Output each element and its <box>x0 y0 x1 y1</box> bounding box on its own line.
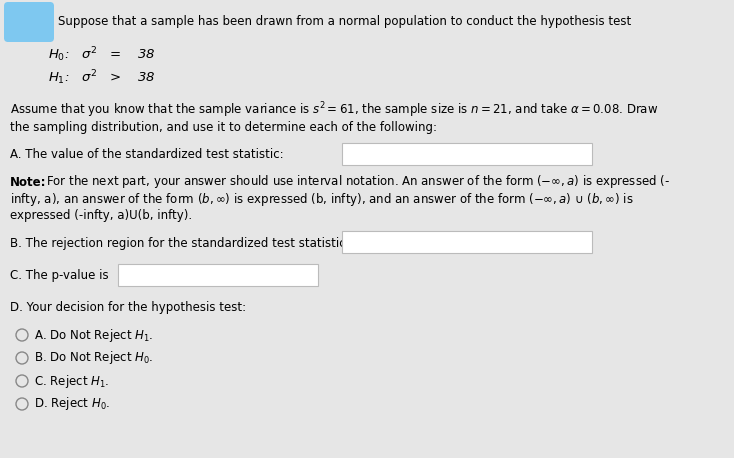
Text: Note:: Note: <box>10 175 46 189</box>
Text: B. Do Not Reject $H_0$.: B. Do Not Reject $H_0$. <box>34 349 153 366</box>
Text: Assume that you know that the sample variance is $s^2 = 61$, the sample size is : Assume that you know that the sample var… <box>10 100 658 120</box>
Text: A. Do Not Reject $H_1$.: A. Do Not Reject $H_1$. <box>34 327 153 344</box>
FancyBboxPatch shape <box>342 231 592 253</box>
Text: the sampling distribution, and use it to determine each of the following:: the sampling distribution, and use it to… <box>10 121 437 135</box>
Text: infty, a), an answer of the form $(b, \infty)$ is expressed (b, infty), and an a: infty, a), an answer of the form $(b, \i… <box>10 191 633 207</box>
Text: C. The p-value is: C. The p-value is <box>10 269 109 283</box>
FancyBboxPatch shape <box>4 2 54 42</box>
Text: Suppose that a sample has been drawn from a normal population to conduct the hyp: Suppose that a sample has been drawn fro… <box>58 16 631 28</box>
Text: D. Your decision for the hypothesis test:: D. Your decision for the hypothesis test… <box>10 301 246 315</box>
Text: $H_1$:   $\sigma^2$   >    38: $H_1$: $\sigma^2$ > 38 <box>48 69 156 87</box>
Text: C. Reject $H_1$.: C. Reject $H_1$. <box>34 372 109 389</box>
Text: B. The rejection region for the standardized test statistic:: B. The rejection region for the standard… <box>10 236 349 250</box>
Text: For the next part, your answer should use interval notation. An answer of the fo: For the next part, your answer should us… <box>46 174 670 191</box>
FancyBboxPatch shape <box>342 143 592 165</box>
Text: D. Reject $H_0$.: D. Reject $H_0$. <box>34 396 110 413</box>
FancyBboxPatch shape <box>118 264 318 286</box>
Text: expressed (-infty, a)U(b, infty).: expressed (-infty, a)U(b, infty). <box>10 209 192 223</box>
Text: A. The value of the standardized test statistic:: A. The value of the standardized test st… <box>10 148 283 162</box>
Text: $H_0$:   $\sigma^2$   =    38: $H_0$: $\sigma^2$ = 38 <box>48 46 156 65</box>
